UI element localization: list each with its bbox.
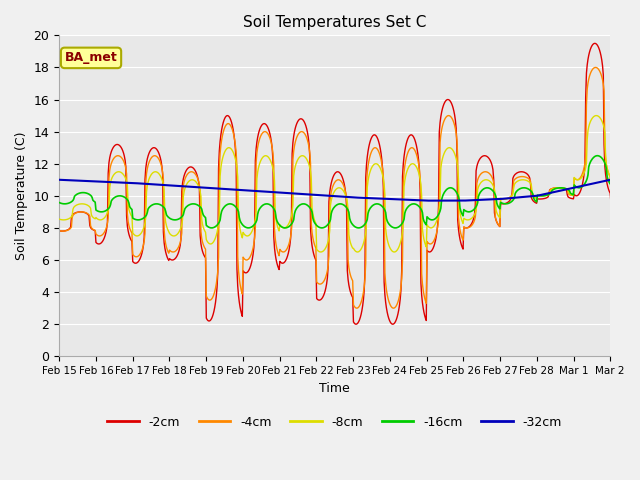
-4cm	[55, 228, 63, 233]
-8cm	[124, 202, 132, 207]
-4cm	[592, 64, 600, 70]
-8cm	[262, 153, 269, 158]
-16cm	[284, 225, 291, 230]
-2cm	[262, 121, 269, 127]
-4cm	[447, 114, 454, 120]
-2cm	[124, 228, 132, 234]
-16cm	[447, 185, 454, 191]
-8cm	[55, 216, 63, 222]
-16cm	[593, 153, 601, 158]
Line: -8cm: -8cm	[59, 116, 640, 348]
X-axis label: Time: Time	[319, 382, 350, 395]
Line: -16cm: -16cm	[59, 156, 640, 348]
-16cm	[414, 203, 422, 208]
-16cm	[232, 204, 240, 210]
-8cm	[284, 223, 291, 228]
-32cm	[423, 198, 431, 204]
-4cm	[124, 219, 132, 225]
Y-axis label: Soil Temperature (C): Soil Temperature (C)	[15, 132, 28, 260]
-4cm	[262, 129, 269, 134]
-32cm	[448, 198, 456, 204]
Line: -32cm: -32cm	[59, 172, 640, 201]
-2cm	[591, 40, 598, 46]
-32cm	[55, 177, 63, 183]
-32cm	[414, 197, 422, 203]
Line: -4cm: -4cm	[59, 67, 640, 348]
-8cm	[414, 167, 422, 173]
Line: -2cm: -2cm	[59, 43, 640, 348]
Title: Soil Temperatures Set C: Soil Temperatures Set C	[243, 15, 426, 30]
-32cm	[232, 187, 240, 192]
-16cm	[55, 200, 63, 205]
-8cm	[593, 113, 600, 119]
Text: BA_met: BA_met	[65, 51, 117, 64]
-2cm	[284, 253, 291, 259]
-2cm	[232, 163, 240, 168]
-16cm	[124, 198, 132, 204]
-2cm	[447, 99, 454, 105]
-4cm	[284, 245, 291, 251]
-8cm	[447, 145, 454, 151]
-2cm	[414, 151, 422, 156]
-4cm	[232, 150, 240, 156]
-32cm	[284, 190, 291, 196]
-4cm	[414, 157, 422, 163]
-2cm	[55, 228, 63, 234]
-32cm	[262, 189, 269, 194]
-8cm	[232, 160, 240, 166]
-16cm	[262, 201, 269, 207]
-32cm	[124, 180, 132, 186]
Legend: -2cm, -4cm, -8cm, -16cm, -32cm: -2cm, -4cm, -8cm, -16cm, -32cm	[102, 411, 567, 434]
